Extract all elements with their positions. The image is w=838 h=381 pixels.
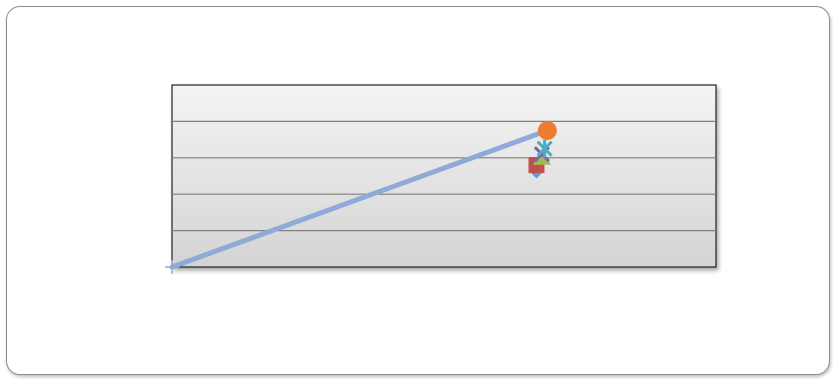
series-line (169, 128, 550, 270)
data-point-circle (537, 121, 557, 140)
series-layer (165, 121, 557, 274)
gridlines (172, 120, 716, 232)
data-point-triangle (532, 148, 551, 165)
data-point-star (536, 139, 553, 158)
data-point-plus (165, 260, 179, 274)
